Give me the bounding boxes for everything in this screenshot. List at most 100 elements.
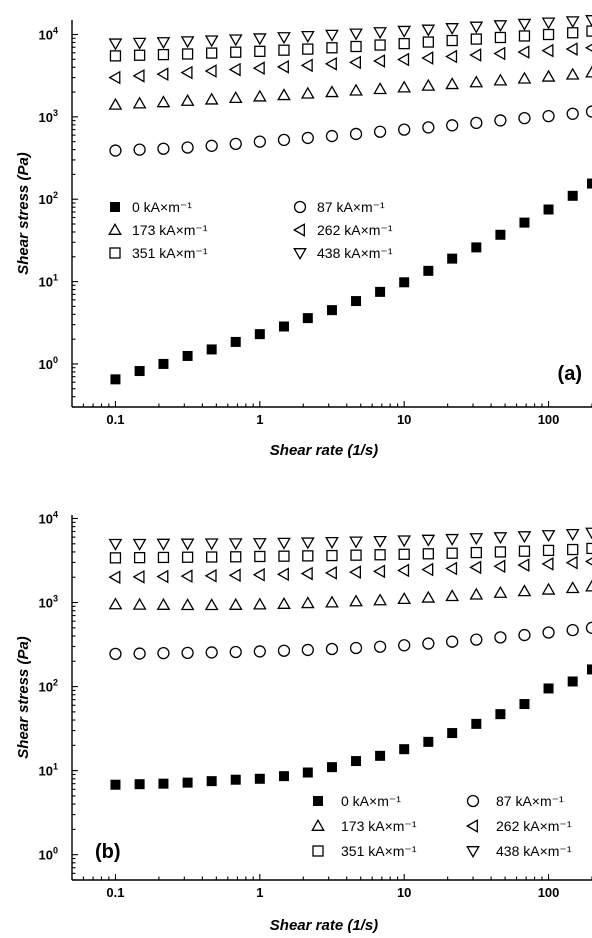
x-axis-title: Shear rate (1/s) (270, 442, 378, 459)
data-point (494, 114, 507, 127)
y-tick-label: 104 (39, 509, 58, 526)
data-point (517, 18, 532, 31)
data-point (228, 568, 241, 583)
data-point (254, 773, 265, 784)
data-point (277, 596, 291, 609)
data-point (587, 664, 592, 675)
data-point (252, 538, 267, 551)
data-point (373, 535, 387, 548)
data-point (133, 49, 146, 61)
y-tick-label: 101 (39, 273, 58, 290)
y-tick-label: 104 (39, 26, 58, 43)
data-point (398, 37, 410, 50)
y-tick-base: 10 (39, 848, 53, 863)
legend-marker (109, 247, 121, 259)
data-point (351, 756, 362, 767)
data-point (421, 590, 436, 603)
data-point (541, 557, 554, 571)
data-point (469, 21, 484, 34)
data-point (133, 551, 146, 564)
data-point (181, 646, 194, 659)
data-point (254, 550, 266, 563)
data-point (108, 38, 123, 51)
series-2 (108, 65, 592, 110)
data-point (326, 305, 337, 316)
legend-label: 0 kA×m⁻¹ (341, 793, 401, 809)
legend-marker (311, 818, 325, 831)
data-point (421, 534, 436, 547)
data-point (565, 581, 580, 594)
data-point (348, 55, 362, 70)
legend-label: 438 kA×m⁻¹ (317, 245, 393, 261)
x-tick-label: 1 (256, 412, 263, 427)
series-3 (108, 555, 592, 585)
data-point (180, 538, 195, 551)
series-4 (109, 25, 592, 62)
data-point (276, 59, 289, 74)
data-point (541, 17, 556, 30)
data-point (518, 111, 531, 125)
legend-marker (312, 845, 324, 857)
data-point (180, 598, 195, 611)
data-point (180, 93, 195, 106)
data-point (518, 30, 531, 42)
data-point (229, 137, 242, 151)
legend-label: 351 kA×m⁻¹ (341, 843, 417, 859)
data-point (326, 42, 338, 54)
data-point (447, 728, 458, 739)
y-tick-base: 10 (39, 357, 53, 372)
data-point (252, 89, 267, 102)
data-point (206, 344, 217, 355)
data-point (205, 646, 218, 659)
data-point (567, 676, 578, 687)
series-1 (109, 621, 592, 661)
y-tick-exponent: 2 (53, 190, 58, 200)
data-point (518, 628, 531, 642)
data-point (397, 535, 412, 548)
data-point (132, 68, 145, 83)
data-point (108, 597, 123, 610)
data-point (565, 528, 580, 541)
data-point (132, 597, 147, 610)
legend-marker (293, 248, 307, 261)
data-point (565, 67, 580, 80)
legend-label: 351 kA×m⁻¹ (132, 245, 208, 261)
data-point (421, 51, 434, 65)
data-point (157, 142, 170, 155)
y-tick-base: 10 (39, 110, 53, 125)
data-point (109, 144, 122, 157)
data-point (584, 557, 592, 566)
data-point (585, 621, 592, 634)
data-point (132, 96, 147, 109)
data-point (469, 75, 484, 88)
data-point (324, 56, 337, 71)
data-point (325, 129, 339, 143)
y-tick-label: 102 (39, 678, 58, 695)
x-tick-label: 100 (538, 412, 560, 427)
legend-marker (108, 222, 122, 235)
data-point (157, 551, 170, 564)
data-point (397, 591, 412, 605)
data-point (566, 107, 579, 120)
data-point (325, 642, 339, 656)
data-point (470, 546, 482, 559)
y-tick-base: 10 (39, 764, 53, 779)
data-point (134, 779, 145, 790)
data-point (470, 116, 483, 130)
data-point (181, 141, 194, 154)
y-tick-exponent: 3 (53, 108, 58, 118)
data-point (156, 597, 171, 610)
series-3 (108, 42, 592, 85)
data-point (586, 542, 592, 555)
data-point (373, 54, 386, 68)
y-tick-label: 100 (39, 846, 58, 863)
data-point (585, 579, 592, 592)
data-point (109, 50, 122, 62)
data-point (253, 135, 266, 148)
data-point (348, 565, 362, 579)
data-point (399, 744, 410, 755)
data-point (469, 48, 482, 62)
data-point (542, 626, 555, 639)
data-point (567, 27, 579, 39)
data-point (375, 750, 386, 761)
